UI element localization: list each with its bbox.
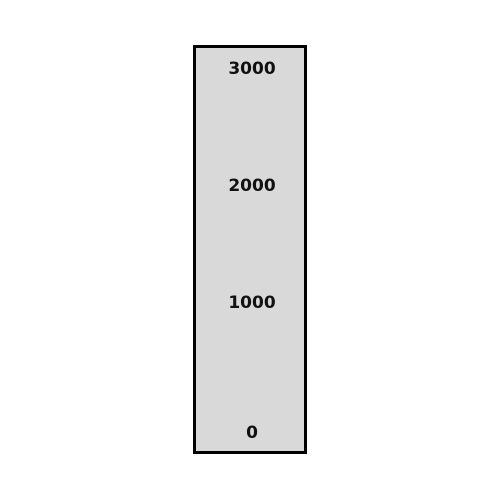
tick-label-0: 0	[246, 423, 258, 443]
tick-label-2000: 2000	[228, 176, 276, 196]
tick-label-3000: 3000	[228, 59, 276, 79]
scale-bar: 3000 2000 1000 0	[193, 45, 307, 454]
tick-label-1000: 1000	[228, 293, 276, 313]
